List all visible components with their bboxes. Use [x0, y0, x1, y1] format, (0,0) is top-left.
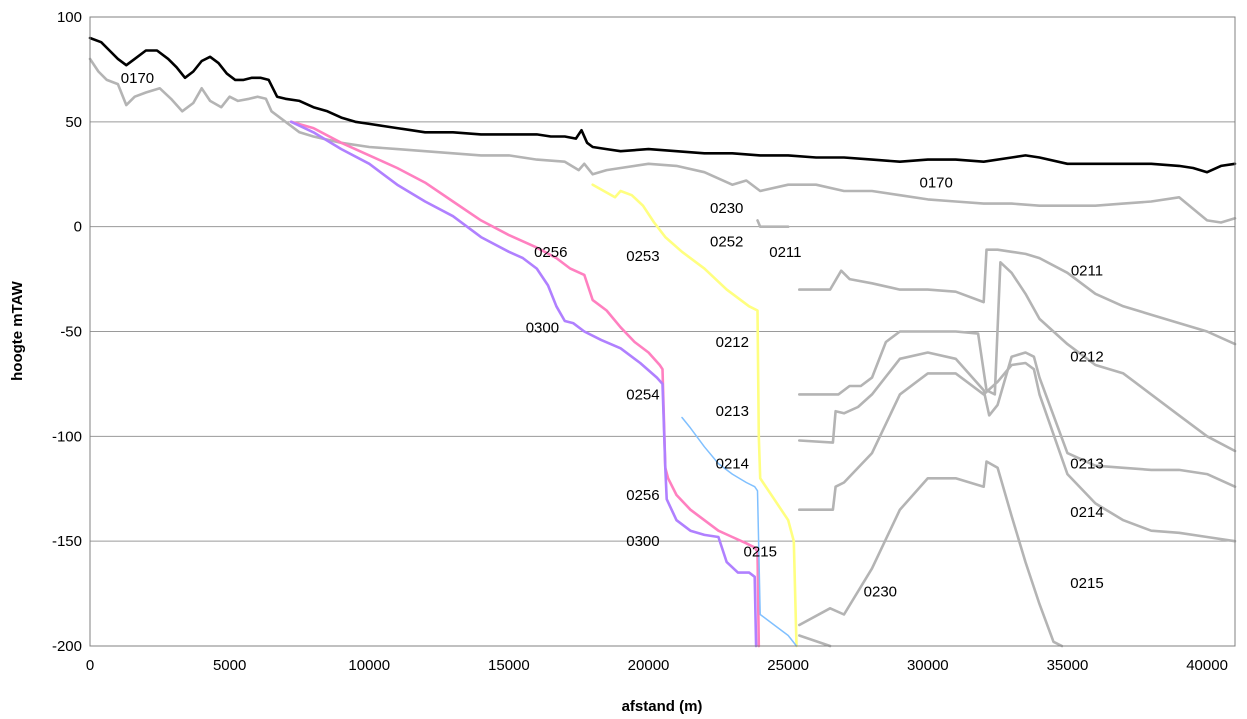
x-tick-label: 5000 — [213, 657, 246, 674]
x-tick-label: 35000 — [1047, 657, 1089, 674]
x-tick-label: 0 — [86, 657, 94, 674]
x-tick-label: 20000 — [628, 657, 670, 674]
annotation-label: 0214 — [716, 456, 749, 473]
annotation-label: 0215 — [1070, 575, 1103, 592]
y-tick-label: -150 — [52, 533, 82, 550]
annotation-label: 0211 — [769, 244, 801, 261]
series-line-gray-8 — [797, 634, 832, 648]
annotation-label: 0215 — [744, 544, 777, 561]
annotation-label: 0230 — [710, 200, 743, 217]
series-line-purple-11 — [289, 120, 758, 648]
series-lines — [88, 36, 1237, 648]
y-tick-label: -100 — [52, 428, 82, 445]
series-line-gray-2 — [756, 219, 790, 228]
x-axis-title: afstand (m) — [622, 698, 703, 715]
annotation-label: 0300 — [626, 533, 659, 550]
series-line-gray-3 — [797, 248, 1237, 346]
annotation-label: 0253 — [626, 248, 659, 265]
annotation-label: 0213 — [716, 403, 749, 420]
annotation-label: 0256 — [626, 487, 659, 504]
series-line-yellow-9 — [591, 183, 798, 648]
annotation-label: 0214 — [1070, 504, 1103, 521]
annotation-label: 0213 — [1070, 456, 1103, 473]
x-tick-label: 10000 — [348, 657, 390, 674]
x-tick-label: 40000 — [1186, 657, 1228, 674]
annotation-label: 0252 — [710, 233, 743, 250]
annotation-label: 0212 — [1070, 349, 1103, 366]
series-annotations: 0170 0170 0230 0252 0211 0253 0256 0211 0300 0212… — [121, 70, 1104, 601]
y-tick-label: 100 — [57, 9, 82, 26]
plot-frame — [89, 16, 1236, 647]
x-tick-label: 25000 — [767, 657, 809, 674]
series-line-pink-10 — [289, 120, 761, 648]
y-tick-label: 0 — [74, 219, 82, 236]
annotation-label: 0212 — [716, 334, 749, 351]
annotation-label: 0254 — [626, 386, 659, 403]
y-tick-label: -50 — [60, 324, 82, 341]
annotation-label: 0170 — [919, 175, 952, 192]
series-line-gray-4 — [797, 260, 1237, 453]
annotation-label: 0211 — [1071, 263, 1103, 280]
y-tick-label: -200 — [52, 638, 82, 655]
annotation-label: 0170 — [121, 70, 154, 87]
series-line-black-0 — [88, 36, 1237, 174]
series-line-lightblue-12 — [681, 416, 798, 647]
x-tick-label: 30000 — [907, 657, 949, 674]
series-line-gray-7 — [797, 460, 1064, 648]
annotation-label: 0230 — [864, 583, 897, 600]
series-line-gray-1 — [88, 57, 1237, 224]
y-axis-title: hoogte mTAW — [9, 280, 26, 381]
series-line-gray-5 — [797, 351, 1237, 489]
annotation-label: 0256 — [534, 244, 567, 261]
series-line-gray-6 — [797, 361, 1237, 543]
grid-lines — [90, 121, 1235, 542]
y-tick-label: 50 — [65, 114, 82, 131]
x-tick-label: 15000 — [488, 657, 530, 674]
annotation-label: 0300 — [526, 319, 559, 336]
